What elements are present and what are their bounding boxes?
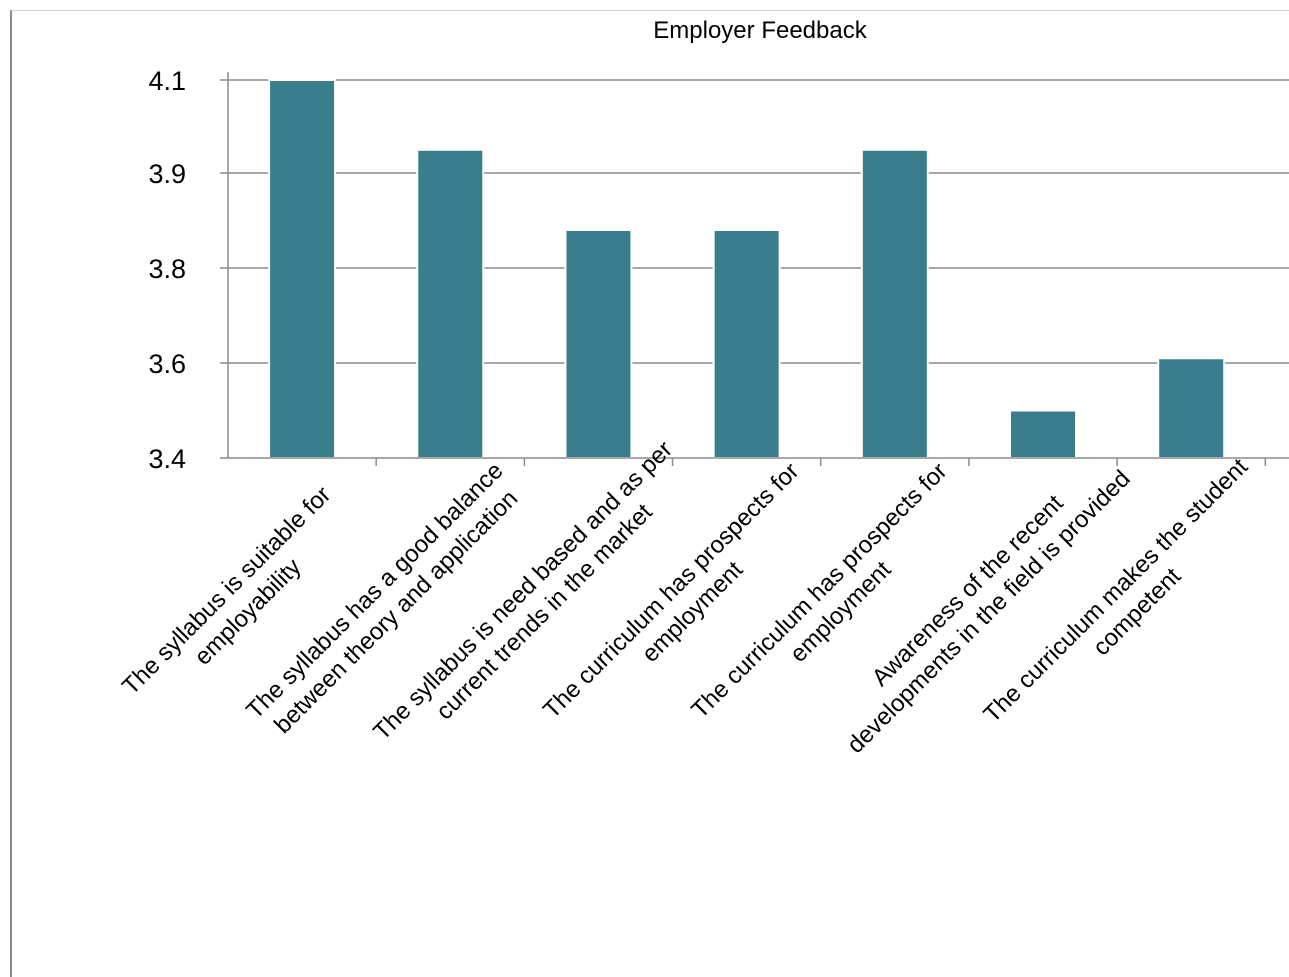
y-tick-label: 3.8 <box>148 254 186 284</box>
chart-title: Employer Feedback <box>653 17 867 44</box>
bar <box>268 79 337 459</box>
bar <box>1157 357 1226 459</box>
svg-text:The curriculum makes the stude: The curriculum makes the studentcompeten… <box>978 453 1274 749</box>
x-tick-label: The curriculum has prospects foremployme… <box>686 458 973 745</box>
x-tick-label: The curriculum makes the studentcompeten… <box>978 453 1274 749</box>
y-tick-label: 3.9 <box>148 159 186 189</box>
bar <box>712 229 781 459</box>
svg-text:The curriculum has prospects f: The curriculum has prospects foremployme… <box>686 458 973 745</box>
x-tick-label: The curriculum has prospects foremployme… <box>538 458 825 745</box>
bar <box>1009 409 1078 459</box>
svg-text:The syllabus has a good balanc: The syllabus has a good balancebetween t… <box>241 457 529 745</box>
y-tick-label: 4.1 <box>148 66 186 96</box>
bar <box>564 229 633 459</box>
y-tick-label: 3.4 <box>148 444 186 474</box>
axes <box>220 72 1289 466</box>
bar <box>860 148 929 459</box>
x-tick-label: The syllabus has a good balancebetween t… <box>241 457 529 745</box>
bars <box>268 79 1226 459</box>
svg-text:The curriculum has prospects f: The curriculum has prospects foremployme… <box>538 458 825 745</box>
chart-frame <box>10 10 1289 977</box>
y-tick-label: 3.6 <box>148 349 186 379</box>
bar <box>416 148 485 459</box>
